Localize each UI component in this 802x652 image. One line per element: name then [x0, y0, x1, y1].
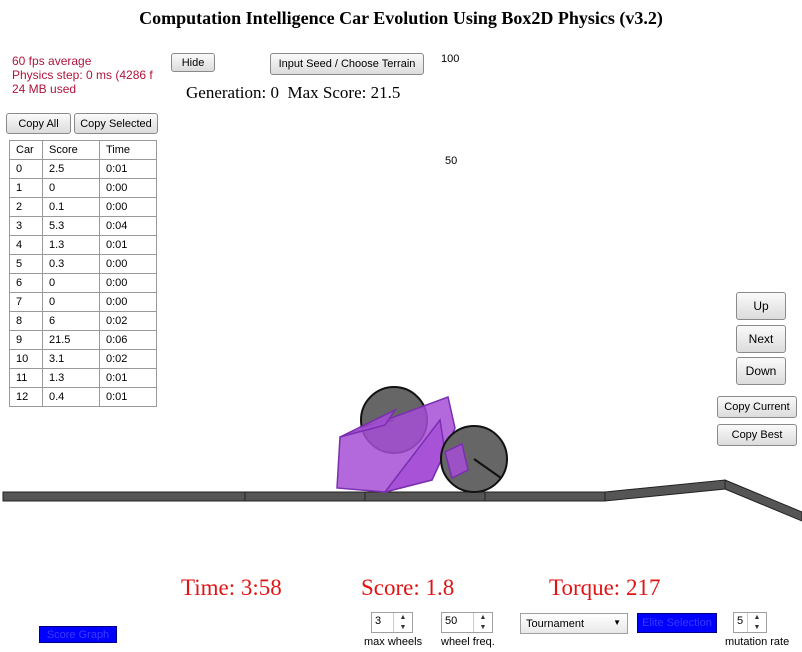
arrow-up-icon[interactable]: ▲	[479, 614, 487, 621]
max-wheels-value: 3	[375, 615, 382, 627]
selection-method-select[interactable]: Tournament ▼	[520, 613, 628, 634]
max-wheels-label: max wheels	[364, 636, 423, 648]
copy-best-button[interactable]: Copy Best	[717, 424, 797, 446]
table-row[interactable]: 12 0.4 0:01	[9, 387, 157, 407]
time-cell: 0:02	[99, 311, 157, 331]
time-cell: 0:00	[99, 178, 157, 198]
graph-label-50: 50	[445, 155, 458, 167]
wheel-freq-label: wheel freq.	[441, 636, 495, 648]
car-id-cell: 12	[9, 387, 43, 407]
graph-label-100: 100	[441, 53, 460, 65]
car-body	[336, 395, 456, 494]
wheel-freq-stepper[interactable]: 50 ▲ ▼	[441, 612, 493, 633]
header-time: Time	[99, 140, 157, 160]
car	[336, 386, 508, 494]
track-segment	[604, 479, 726, 502]
car-body	[444, 442, 469, 480]
wheel-freq-value: 50	[445, 615, 458, 627]
hide-button[interactable]: Hide	[171, 53, 215, 72]
copy-current-button[interactable]: Copy Current	[717, 396, 797, 418]
table-row[interactable]: 3 5.3 0:04	[9, 216, 157, 236]
up-button[interactable]: Up	[736, 292, 786, 320]
chevron-down-icon: ▼	[613, 618, 621, 627]
arrow-down-icon[interactable]: ▼	[753, 623, 761, 631]
physics-step-text: Physics step: 0 ms (4286 f	[12, 68, 153, 82]
car-id-cell: 10	[9, 349, 43, 369]
table-row[interactable]: 7 0 0:00	[9, 292, 157, 312]
score-cell: 21.5	[42, 330, 100, 350]
time-cell: 0:00	[99, 292, 157, 312]
seed-terrain-button[interactable]: Input Seed / Choose Terrain	[270, 53, 424, 75]
car-table: Car Score Time 0 2.5 0:01 1 0 0:00 2 0.1 0:00 3 5.…	[9, 140, 157, 407]
table-row[interactable]: 9 21.5 0:06	[9, 330, 157, 350]
copy-all-button[interactable]: Copy All	[6, 113, 71, 134]
track-segment	[2, 491, 246, 502]
score-cell: 0.3	[42, 254, 100, 274]
torque-display: Torque: 217	[549, 575, 661, 600]
selection-method-value: Tournament	[526, 618, 585, 630]
arrow-up-icon[interactable]: ▲	[399, 614, 407, 621]
track-segment	[724, 479, 802, 522]
score-graph-button[interactable]: Score Graph	[39, 626, 117, 643]
arrow-down-icon[interactable]: ▼	[479, 623, 487, 631]
stats-panel: 60 fps average Physics step: 0 ms (4286 …	[12, 54, 162, 96]
track	[2, 479, 802, 522]
arrow-down-icon[interactable]: ▼	[399, 623, 407, 631]
max-wheels-stepper[interactable]: 3 ▲ ▼	[371, 612, 413, 633]
table-row[interactable]: 8 6 0:02	[9, 311, 157, 331]
table-row[interactable]: 6 0 0:00	[9, 273, 157, 293]
mutation-rate-stepper[interactable]: 5 ▲ ▼	[733, 612, 767, 633]
memory-text: 24 MB used	[12, 82, 77, 96]
track-segment	[484, 491, 606, 502]
table-row[interactable]: 0 2.5 0:01	[9, 159, 157, 179]
elite-selection-button[interactable]: Elite Selection	[637, 613, 717, 633]
car-table-body: 0 2.5 0:01 1 0 0:00 2 0.1 0:00 3 5.3 0:04 4 1.3 0:01 5 0…	[9, 159, 157, 407]
next-button[interactable]: Next	[736, 325, 786, 353]
table-header-row: Car Score Time	[9, 140, 157, 160]
score-cell: 3.1	[42, 349, 100, 369]
generation-score-text: Generation: 0 Max Score: 21.5	[186, 83, 401, 102]
fps-text: 60 fps average	[12, 54, 92, 68]
mutation-rate-label: mutation rate	[725, 636, 790, 648]
arrow-up-icon[interactable]: ▲	[753, 614, 761, 621]
score-display: Score: 1.8	[361, 575, 455, 600]
mutation-rate-value: 5	[737, 615, 744, 627]
header-score: Score	[42, 140, 100, 160]
track-segment	[364, 491, 486, 502]
time-cell: 0:01	[99, 387, 157, 407]
table-row[interactable]: 11 1.3 0:01	[9, 368, 157, 388]
time-display: Time: 3:58	[181, 575, 282, 600]
track-segment	[244, 491, 366, 502]
page-title: Computation Intelligence Car Evolution U…	[139, 8, 663, 28]
wheel-spoke	[473, 458, 502, 479]
down-button[interactable]: Down	[736, 357, 786, 385]
score-cell: 1.3	[42, 368, 100, 388]
copy-selected-button[interactable]: Copy Selected	[74, 113, 158, 134]
table-row[interactable]: 5 0.3 0:00	[9, 254, 157, 274]
table-row[interactable]: 10 3.1 0:02	[9, 349, 157, 369]
